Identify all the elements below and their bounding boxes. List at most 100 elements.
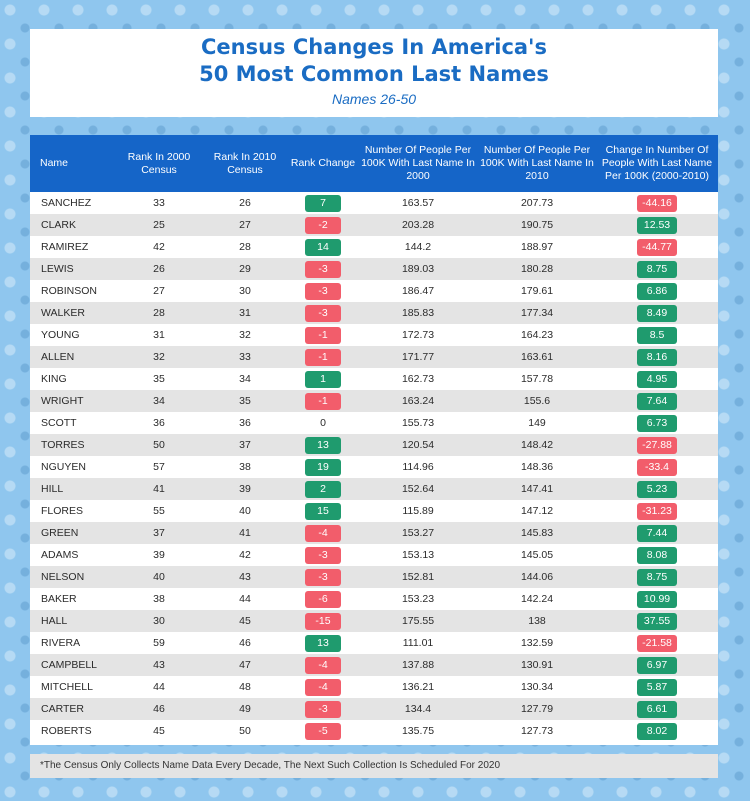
change-per100k-badge: -44.77	[637, 238, 677, 256]
table-row: ROBINSON 27 30 -3 186.47 179.61 6.86	[30, 280, 718, 302]
table-row: ALLEN 32 33 -1 171.77 163.61 8.16	[30, 346, 718, 368]
cell-name: ROBERTS	[41, 725, 92, 737]
cell-rank-2000: 45	[153, 725, 165, 737]
cell-rank-change: -6	[288, 588, 358, 610]
table-row: SCOTT 36 36 0 155.73 149 6.73	[30, 412, 718, 434]
table-row: NGUYEN 57 38 19 114.96 148.36 -33.4	[30, 456, 718, 478]
cell-name: NGUYEN	[41, 461, 86, 473]
cell-per100k-2010: 132.59	[520, 637, 554, 649]
cell-rank-2000: 42	[153, 241, 165, 253]
cell-rank-2000: 26	[153, 263, 165, 275]
rank-change-badge: 0	[320, 416, 326, 429]
cell-name: ALLEN	[41, 351, 75, 363]
cell-rank-2010: 36	[239, 417, 251, 429]
rank-change-badge: -3	[305, 282, 341, 300]
rank-change-badge: 14	[305, 238, 341, 256]
cell-rank-2010: 31	[239, 307, 251, 319]
cell-rank-2010: 42	[239, 549, 251, 561]
cell-per100k-2010: 155.6	[523, 395, 551, 407]
cell-change-per100k: -27.88	[596, 434, 718, 456]
cell-per100k-2010: 190.75	[520, 219, 554, 231]
rank-change-badge: 13	[305, 634, 341, 652]
table-row: CAMPBELL 43 47 -4 137.88 130.91 6.97	[30, 654, 718, 676]
cell-name: TORRES	[41, 439, 85, 451]
cell-per100k-2000: 120.54	[401, 439, 435, 451]
cell-name: NELSON	[41, 571, 85, 583]
table-row: RIVERA 59 46 13 111.01 132.59 -21.58	[30, 632, 718, 654]
change-per100k-badge: 8.75	[637, 568, 677, 586]
cell-change-per100k: 8.75	[596, 566, 718, 588]
cell-rank-change: -2	[288, 214, 358, 236]
cell-rank-change: -3	[288, 544, 358, 566]
cell-per100k-2010: 147.41	[520, 483, 554, 495]
cell-rank-2010: 43	[239, 571, 251, 583]
cell-rank-change: -1	[288, 346, 358, 368]
change-per100k-badge: 12.53	[637, 216, 677, 234]
table-row: ADAMS 39 42 -3 153.13 145.05 8.08	[30, 544, 718, 566]
cell-name: GREEN	[41, 527, 79, 539]
rank-change-badge: -3	[305, 304, 341, 322]
cell-per100k-2010: 180.28	[520, 263, 554, 275]
cell-rank-2010: 39	[239, 483, 251, 495]
cell-per100k-2010: 149	[528, 417, 546, 429]
chart-title-line-1: Census Changes In America's	[201, 35, 547, 59]
cell-rank-change: -4	[288, 522, 358, 544]
title-card: Census Changes In America's 50 Most Comm…	[30, 29, 718, 117]
cell-per100k-2010: 144.06	[520, 571, 554, 583]
column-header-name: Name	[40, 157, 69, 169]
cell-change-per100k: 8.49	[596, 302, 718, 324]
footnote: *The Census Only Collects Name Data Ever…	[40, 760, 501, 771]
cell-per100k-2000: 163.24	[401, 395, 435, 407]
cell-rank-change: -3	[288, 280, 358, 302]
chart-subtitle: Names 26-50	[331, 91, 417, 107]
cell-change-per100k: 6.73	[596, 412, 718, 434]
cell-rank-2000: 35	[153, 373, 165, 385]
cell-name: MITCHELL	[41, 681, 93, 693]
table-row: RAMIREZ 42 28 14 144.2 188.97 -44.77	[30, 236, 718, 258]
rank-change-badge: -1	[305, 326, 341, 344]
cell-name: YOUNG	[41, 329, 80, 341]
table-row: HILL 41 39 2 152.64 147.41 5.23	[30, 478, 718, 500]
cell-per100k-2000: 153.13	[401, 549, 435, 561]
table-row: LEWIS 26 29 -3 189.03 180.28 8.75	[30, 258, 718, 280]
cell-name: CAMPBELL	[41, 659, 98, 671]
cell-rank-2000: 30	[153, 615, 165, 627]
cell-rank-2000: 27	[153, 285, 165, 297]
rank-change-badge: -3	[305, 546, 341, 564]
cell-name: RIVERA	[41, 637, 81, 649]
cell-per100k-2010: 188.97	[520, 241, 554, 253]
change-per100k-badge: 8.49	[637, 304, 677, 322]
cell-rank-2010: 27	[239, 219, 251, 231]
change-per100k-badge: 6.73	[637, 414, 677, 432]
rank-change-badge: -4	[305, 678, 341, 696]
change-per100k-badge: -21.58	[637, 634, 677, 652]
cell-name: ROBINSON	[41, 285, 98, 297]
rank-change-badge: -3	[305, 568, 341, 586]
cell-change-per100k: 5.23	[596, 478, 718, 500]
cell-name: SCOTT	[41, 417, 77, 429]
cell-rank-2000: 40	[153, 571, 165, 583]
cell-name: CARTER	[41, 703, 84, 715]
change-per100k-badge: 6.86	[637, 282, 677, 300]
cell-rank-change: 13	[288, 632, 358, 654]
cell-per100k-2010: 127.73	[520, 725, 554, 737]
change-per100k-badge: 7.64	[637, 392, 677, 410]
table-header-row: Name Rank In 2000 Census Rank In 2010 Ce…	[30, 135, 718, 192]
cell-rank-change: 0	[288, 412, 358, 434]
cell-change-per100k: -44.16	[596, 192, 718, 214]
footnote-bar: *The Census Only Collects Name Data Ever…	[30, 754, 718, 778]
table-row: CLARK 25 27 -2 203.28 190.75 12.53	[30, 214, 718, 236]
cell-rank-2010: 38	[239, 461, 251, 473]
cell-rank-change: -3	[288, 566, 358, 588]
rank-change-badge: 15	[305, 502, 341, 520]
change-per100k-badge: -33.4	[637, 458, 677, 476]
rank-change-badge: -3	[305, 700, 341, 718]
table-row: TORRES 50 37 13 120.54 148.42 -27.88	[30, 434, 718, 456]
cell-per100k-2000: 171.77	[401, 351, 435, 363]
cell-per100k-2010: 207.73	[520, 197, 554, 209]
column-header-change-per100k: Change In Number Of People With Last Nam…	[601, 144, 713, 182]
cell-per100k-2010: 130.91	[520, 659, 554, 671]
cell-rank-change: 19	[288, 456, 358, 478]
cell-change-per100k: 6.61	[596, 698, 718, 720]
cell-rank-2010: 44	[239, 593, 251, 605]
